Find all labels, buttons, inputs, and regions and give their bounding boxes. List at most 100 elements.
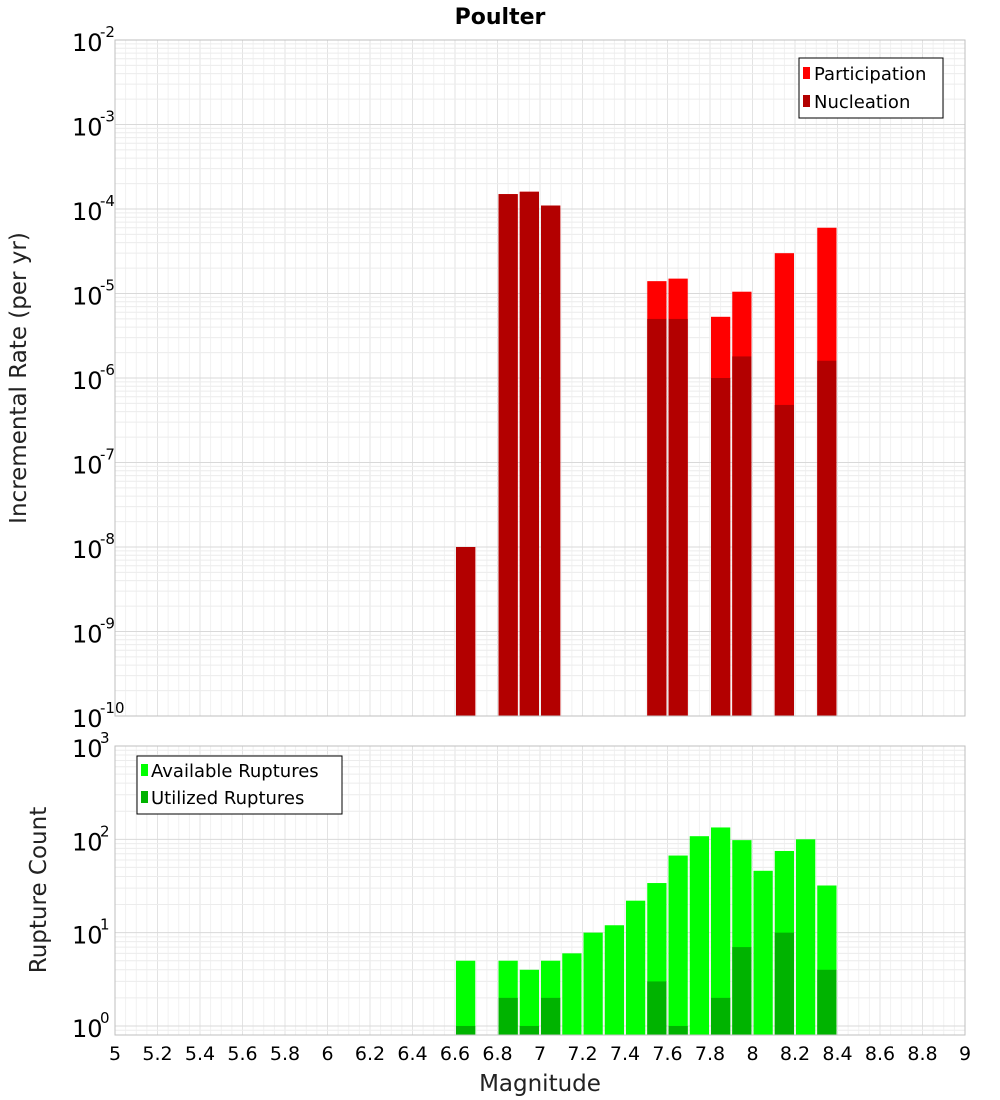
- rate-bar-nucleation: [711, 378, 731, 716]
- rupture-bar-utilized-ruptures: [541, 997, 561, 1035]
- rate-y-tick: 10-8: [72, 530, 115, 564]
- rupture-bar-utilized-ruptures: [817, 969, 837, 1035]
- y-tick-base: 10: [72, 705, 103, 733]
- y-tick-exponent: -6: [100, 361, 115, 379]
- y-tick-base: 10: [72, 536, 103, 564]
- y-tick-exponent: -4: [100, 192, 115, 210]
- rate-y-tick: 10-5: [72, 277, 115, 311]
- x-tick-label: 7.6: [652, 1043, 682, 1065]
- x-tick-label: 5.8: [270, 1043, 300, 1065]
- x-tick-label: 7.2: [567, 1043, 597, 1065]
- y-tick-exponent: -8: [100, 530, 115, 548]
- rupture-bar-utilized-ruptures: [711, 997, 731, 1035]
- y-tick-base: 10: [72, 114, 103, 142]
- rupture-legend: Available Ruptures Utilized Ruptures: [136, 755, 343, 815]
- rupture-plot-bars: [456, 827, 837, 1035]
- rupture-bar-utilized-ruptures: [498, 997, 518, 1035]
- rupture-bar-utilized-ruptures: [774, 932, 794, 1035]
- rupture-bar-available-ruptures: [604, 925, 624, 1035]
- y-tick-base: 10: [72, 735, 103, 763]
- x-tick-label: 5.2: [142, 1043, 172, 1065]
- rate-y-tick: 10-2: [72, 23, 115, 57]
- x-tick-label: 6.4: [397, 1043, 427, 1065]
- rupture-bar-utilized-ruptures: [732, 947, 752, 1035]
- rupture-bar-available-ruptures: [519, 969, 539, 1035]
- rupture-y-axis-label: Rupture Count: [26, 807, 52, 973]
- rate-plot-grid: [114, 39, 966, 717]
- rupture-bar-utilized-ruptures: [647, 981, 667, 1035]
- rupture-bar-utilized-ruptures: [456, 1025, 476, 1035]
- rupture-bar-available-ruptures: [711, 827, 731, 1035]
- rate-y-axis-label: Incremental Rate (per yr): [6, 232, 32, 524]
- rate-y-tick: 10-9: [72, 615, 115, 649]
- legend-swatch-available: [141, 764, 148, 776]
- rate-bar-nucleation: [541, 205, 561, 716]
- x-tick-label: 5.6: [227, 1043, 257, 1065]
- rupture-plot-frame: [114, 745, 966, 1036]
- rupture-bar-available-ruptures: [796, 839, 816, 1035]
- x-tick-label: 7.4: [610, 1043, 640, 1065]
- legend-swatch-utilized: [141, 791, 148, 803]
- y-tick-exponent: -10: [100, 699, 125, 717]
- y-tick-base: 10: [72, 29, 103, 57]
- rupture-bar-utilized-ruptures: [519, 1025, 539, 1035]
- rupture-bar-available-ruptures: [626, 900, 646, 1035]
- legend-label-nucleation: Nucleation: [814, 92, 910, 113]
- rupture-y-tick: 100: [72, 1009, 110, 1043]
- y-tick-exponent: -9: [100, 615, 115, 633]
- y-tick-exponent: -3: [100, 108, 115, 126]
- x-tick-label: 5: [109, 1043, 121, 1065]
- x-tick-label: 8: [746, 1043, 758, 1065]
- rate-bar-nucleation: [774, 404, 794, 716]
- x-tick-label: 8.2: [780, 1043, 810, 1065]
- rate-legend: Participation Nucleation: [798, 57, 944, 119]
- y-tick-base: 10: [72, 452, 103, 480]
- rate-plot-frame: [114, 39, 966, 717]
- y-tick-base: 10: [72, 922, 103, 950]
- rupture-bar-available-ruptures: [668, 855, 688, 1035]
- x-tick-label: 7.8: [695, 1043, 725, 1065]
- rupture-bar-available-ruptures: [753, 870, 773, 1035]
- y-tick-exponent: -7: [100, 446, 115, 464]
- x-tick-label: 8.8: [907, 1043, 937, 1065]
- x-tick-label: 8.6: [865, 1043, 895, 1065]
- legend-swatch-nucleation: [803, 95, 810, 107]
- rate-legend-box: [798, 57, 944, 119]
- rupture-legend-box: [136, 755, 343, 815]
- y-tick-exponent: -5: [100, 277, 115, 295]
- rate-bar-nucleation: [498, 194, 518, 716]
- x-tick-label: 8.4: [822, 1043, 852, 1065]
- x-tick-label: 6: [321, 1043, 333, 1065]
- rate-y-tick: 10-3: [72, 108, 115, 142]
- rate-bar-nucleation: [647, 318, 667, 716]
- x-tick-label: 5.4: [185, 1043, 215, 1065]
- rate-bar-nucleation: [519, 191, 539, 717]
- rate-y-tick: 10-6: [72, 361, 115, 395]
- legend-label-available: Available Ruptures: [151, 761, 319, 782]
- rupture-y-tick: 103: [72, 729, 110, 763]
- chart-title: Poulter: [455, 5, 546, 30]
- y-tick-base: 10: [72, 367, 103, 395]
- x-axis-label: Magnitude: [479, 1071, 601, 1097]
- y-tick-exponent: 1: [100, 916, 110, 934]
- rate-bar-nucleation: [456, 547, 476, 716]
- y-tick-base: 10: [72, 621, 103, 649]
- y-tick-exponent: -2: [100, 23, 115, 41]
- rate-y-tick: 10-7: [72, 446, 115, 480]
- rupture-y-tick: 102: [72, 822, 110, 856]
- rate-y-tick: 10-4: [72, 192, 115, 226]
- y-tick-base: 10: [72, 1015, 103, 1043]
- x-tick-label: 7: [534, 1043, 546, 1065]
- rupture-y-tick: 101: [72, 916, 110, 950]
- rate-y-tick: 10-10: [72, 699, 125, 733]
- rupture-bar-available-ruptures: [562, 953, 582, 1035]
- rupture-bar-utilized-ruptures: [668, 1025, 688, 1035]
- y-tick-base: 10: [72, 198, 103, 226]
- rupture-bar-available-ruptures: [583, 932, 603, 1035]
- legend-swatch-participation: [803, 67, 810, 79]
- legend-label-utilized: Utilized Ruptures: [151, 788, 304, 809]
